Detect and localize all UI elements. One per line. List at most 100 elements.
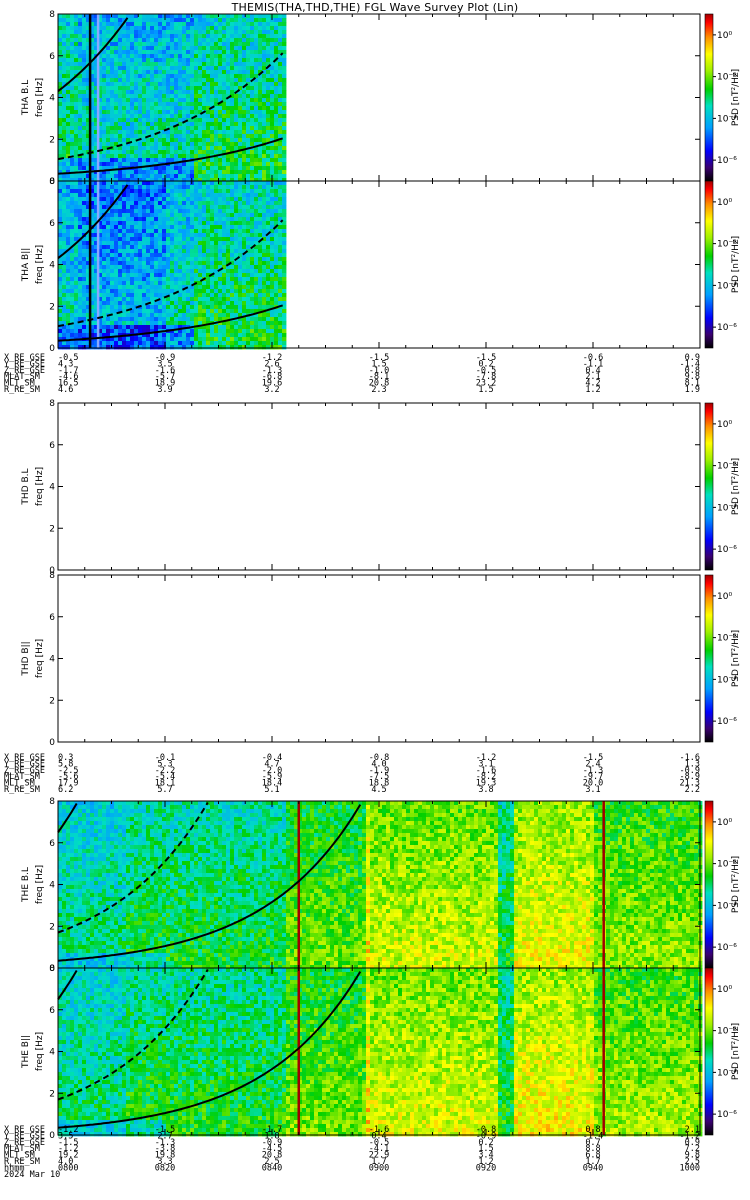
spectrogram-cell	[70, 889, 74, 893]
spectrogram-cell	[110, 94, 114, 98]
spectrogram-cell	[222, 229, 226, 233]
spectrogram-cell	[222, 102, 226, 106]
spectrogram-cell	[190, 189, 194, 193]
spectrogram-cell	[270, 293, 274, 297]
spectrogram-cell	[166, 229, 170, 233]
spectrogram-cell	[190, 170, 194, 174]
spectrogram-cell	[82, 289, 86, 293]
spectrogram-cell	[274, 281, 278, 285]
spectrogram-cell	[182, 213, 186, 217]
spectrogram-cell	[194, 241, 198, 245]
spectrogram-cell	[82, 333, 86, 337]
spectrogram-cell	[226, 285, 230, 289]
spectrogram-cell	[66, 825, 70, 829]
spectrogram-cell	[114, 265, 118, 269]
spectrogram-cell	[230, 78, 234, 82]
spectrogram-cell	[230, 221, 234, 225]
spectrogram-cell	[170, 185, 174, 189]
spectrogram-cell	[118, 213, 122, 217]
spectrogram-cell	[266, 329, 270, 333]
spectrogram-cell	[234, 70, 238, 74]
spectrogram-cell	[158, 78, 162, 82]
spectrogram-cell	[102, 98, 106, 102]
spectrogram-cell	[242, 329, 246, 333]
spectrogram-cell	[194, 98, 198, 102]
spectrogram-cell	[154, 241, 158, 245]
spectrogram-cell	[162, 201, 166, 205]
spectrogram-cell	[142, 189, 146, 193]
spectrogram-cell	[130, 86, 134, 90]
spectrogram-cell	[58, 26, 62, 30]
spectrogram-cell	[282, 185, 286, 189]
spectrogram-cell	[106, 18, 110, 22]
spectrogram-cell	[214, 325, 218, 329]
spectrogram-cell	[70, 817, 74, 821]
spectrogram-cell	[70, 921, 74, 925]
spectrogram-cell	[266, 297, 270, 301]
spectrogram-cell	[142, 293, 146, 297]
spectrogram-cell	[58, 18, 62, 22]
spectrogram-cell	[266, 42, 270, 46]
spectrogram-cell	[66, 869, 70, 873]
spectrogram-cell	[278, 58, 282, 62]
spectrogram-cell	[178, 233, 182, 237]
spectrogram-cell	[126, 98, 130, 102]
spectrogram-cell	[162, 102, 166, 106]
spectrogram-cell	[78, 42, 82, 46]
spectrogram-cell	[158, 305, 162, 309]
spectrogram-cell	[74, 221, 78, 225]
spectrogram-cell	[74, 273, 78, 277]
spectrogram-cell	[262, 301, 266, 305]
spectrogram-cell	[186, 110, 190, 114]
spectrogram-cell	[266, 185, 270, 189]
spectrogram-cell	[238, 102, 242, 106]
spectrogram-cell	[190, 126, 194, 130]
spectrogram-cell	[62, 269, 66, 273]
spectrogram-cell	[150, 305, 154, 309]
spectrogram-cell	[118, 265, 122, 269]
spectrogram-cell	[190, 309, 194, 313]
spectrogram-cell	[142, 309, 146, 313]
spectrogram-cell	[242, 46, 246, 50]
spectrogram-cell	[226, 138, 230, 142]
spectrogram-cell	[170, 130, 174, 134]
spectrogram-cell	[226, 26, 230, 30]
spectrogram-cell	[182, 98, 186, 102]
spectrogram-cell	[114, 213, 118, 217]
spectrogram-cell	[274, 333, 278, 337]
spectrogram-cell	[106, 233, 110, 237]
spectrogram-cell	[210, 341, 214, 345]
spectrogram-cell	[150, 221, 154, 225]
spectrogram-cell	[110, 189, 114, 193]
spectrogram-cell	[138, 94, 142, 98]
spectrogram-cell	[258, 253, 262, 257]
spectrogram-cell	[238, 134, 242, 138]
spectrogram-cell	[210, 189, 214, 193]
spectrogram-cell	[178, 54, 182, 58]
spectrogram-cell	[70, 881, 74, 885]
spectrogram-cell	[246, 341, 250, 345]
spectrogram-cell	[66, 253, 70, 257]
spectrogram-cell	[114, 22, 118, 26]
spectrogram-cell	[150, 154, 154, 158]
spectrogram-cell	[262, 253, 266, 257]
spectrogram-cell	[138, 297, 142, 301]
spectrogram-cell	[146, 249, 150, 253]
spectrogram-cell	[250, 201, 254, 205]
spectrogram-cell	[194, 293, 198, 297]
spectrogram-cell	[78, 130, 82, 134]
spectrogram-cell	[126, 122, 130, 126]
spectrogram-cell	[186, 58, 190, 62]
spectrogram-cell	[210, 162, 214, 166]
spectrogram-cell	[182, 337, 186, 341]
spectrogram-cell	[170, 158, 174, 162]
spectrogram-cell	[234, 293, 238, 297]
spectrogram-cell	[246, 201, 250, 205]
spectrogram-cell	[142, 70, 146, 74]
spectrogram-cell	[234, 42, 238, 46]
spectrogram-cell	[194, 289, 198, 293]
spectrogram-cell	[218, 241, 222, 245]
spectrogram-cell	[138, 197, 142, 201]
spectrogram-cell	[70, 901, 74, 905]
spectrogram-cell	[278, 154, 282, 158]
